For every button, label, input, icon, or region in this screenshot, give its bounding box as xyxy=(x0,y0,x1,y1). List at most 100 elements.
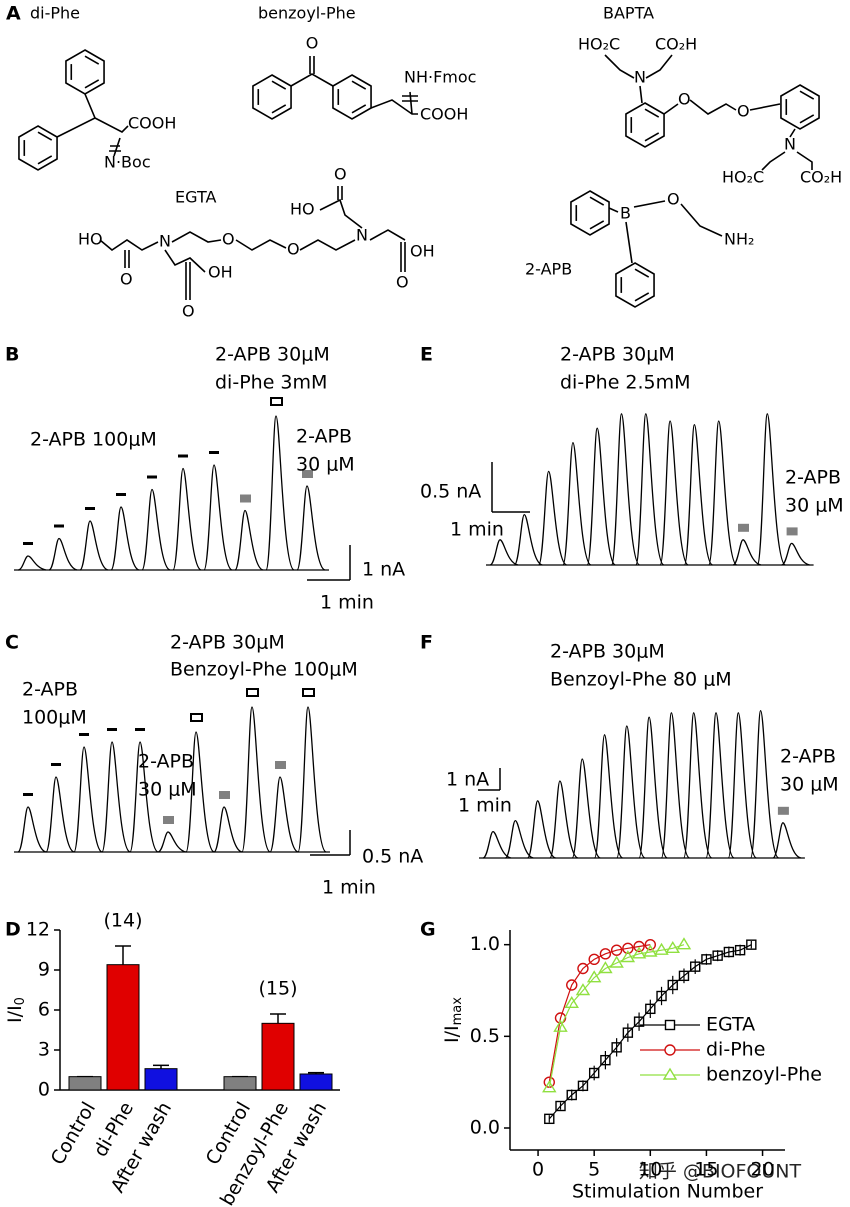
point xyxy=(600,1054,611,1066)
x-tick-label: 5 xyxy=(588,1159,600,1181)
current-peak xyxy=(157,831,187,853)
point xyxy=(620,950,636,963)
legend-label: EGTA xyxy=(706,1014,755,1036)
trace-label: 1 nA xyxy=(446,769,489,791)
double-bond xyxy=(799,90,815,100)
structures: di-Phe COOH N·Boc benzoyl-Phe O NH·Fmoc … xyxy=(30,4,842,321)
point xyxy=(678,970,690,982)
point xyxy=(676,937,692,950)
bar xyxy=(223,1076,257,1091)
atom-label: OH xyxy=(410,242,435,261)
point xyxy=(542,1080,557,1093)
trace-label: 30 μM xyxy=(780,774,839,796)
panel-label: G xyxy=(420,919,436,941)
current-peak xyxy=(482,830,512,859)
current-peak xyxy=(526,800,556,859)
application-marker xyxy=(302,470,313,478)
point xyxy=(586,970,602,983)
application-marker xyxy=(79,733,89,736)
benzene-ring xyxy=(18,125,58,171)
trace-label: 2-APB xyxy=(785,467,841,489)
y-axis-label-main: I/I xyxy=(441,1025,463,1043)
current-peak xyxy=(708,420,738,566)
current-peak xyxy=(203,464,233,571)
trace-label: 2-APB 30μM xyxy=(215,344,330,366)
y-axis-label: I/Imax xyxy=(441,997,465,1043)
x-tick-label: 10 xyxy=(638,1159,662,1181)
current-peak xyxy=(635,413,665,566)
atom-label: NH·Fmoc xyxy=(404,68,476,87)
trace-label: 2-APB 30μM xyxy=(550,641,665,663)
atom-label: O xyxy=(222,230,235,249)
point xyxy=(644,938,657,951)
current-peak xyxy=(129,741,159,853)
atom-label: O xyxy=(120,270,133,289)
current-peak xyxy=(296,485,326,571)
structure-name: EGTA xyxy=(175,188,216,207)
sample-size: (15) xyxy=(258,978,297,1000)
current-peak xyxy=(79,520,109,571)
double-bond xyxy=(589,196,605,206)
double-bond xyxy=(644,108,660,118)
trace-label: Benzoyl-Phe 100μM xyxy=(170,659,358,681)
current-peak xyxy=(562,441,592,566)
current-peak xyxy=(73,746,103,853)
current-peak xyxy=(213,806,243,853)
current-peak xyxy=(683,712,713,859)
x-tick-label: 20 xyxy=(750,1159,774,1181)
benzene-ring xyxy=(332,74,372,120)
application-marker xyxy=(240,494,251,503)
point xyxy=(588,1067,600,1079)
current-peak xyxy=(17,806,47,853)
y-tick-label: 9 xyxy=(38,959,50,981)
point xyxy=(631,946,647,959)
application-marker xyxy=(135,728,145,731)
current-peak xyxy=(660,712,691,859)
point xyxy=(643,944,658,957)
bonds xyxy=(608,200,723,264)
x-tick-label: Control xyxy=(47,1098,100,1168)
bar xyxy=(261,1022,295,1091)
point xyxy=(664,1044,676,1056)
current-peak xyxy=(141,488,171,571)
application-marker xyxy=(163,816,174,824)
bar xyxy=(68,1076,102,1091)
point xyxy=(610,944,623,956)
atom-label: B xyxy=(620,204,631,223)
application-marker xyxy=(777,806,789,815)
trace-label: 2-APB 30μM xyxy=(560,344,675,366)
bar xyxy=(144,1068,178,1091)
atom-label: HO₂C xyxy=(578,35,620,54)
trace-label: 1 min xyxy=(450,519,504,541)
panel-label: F xyxy=(420,632,433,654)
current-peak xyxy=(586,427,616,566)
current-peak xyxy=(732,539,762,566)
point xyxy=(553,1019,568,1032)
application-marker xyxy=(23,542,33,545)
point xyxy=(664,1019,676,1031)
current-peak xyxy=(772,822,802,859)
current-peak xyxy=(45,776,75,853)
current-peak xyxy=(727,712,757,859)
series-line xyxy=(548,944,685,1088)
atom-label: COOH xyxy=(128,114,176,133)
atom-label: O xyxy=(334,165,347,184)
application-marker xyxy=(738,523,749,532)
x-tick-label: 0 xyxy=(532,1159,544,1181)
panel-label: E xyxy=(420,344,433,366)
atom-label: N xyxy=(159,232,171,251)
atom-label: O xyxy=(396,273,409,292)
atom-label: CO₂H xyxy=(655,35,697,54)
point xyxy=(665,940,680,954)
point xyxy=(588,953,600,966)
trace-label: 2-APB 30μM xyxy=(170,632,285,654)
double-bond xyxy=(799,114,815,124)
trace-label: di-Phe 2.5mM xyxy=(560,372,691,394)
point xyxy=(645,1003,656,1015)
bar xyxy=(106,964,140,1091)
trace-label: 100μM xyxy=(22,707,87,729)
application-marker xyxy=(190,713,203,722)
application-marker xyxy=(85,507,95,510)
application-marker xyxy=(219,791,230,799)
